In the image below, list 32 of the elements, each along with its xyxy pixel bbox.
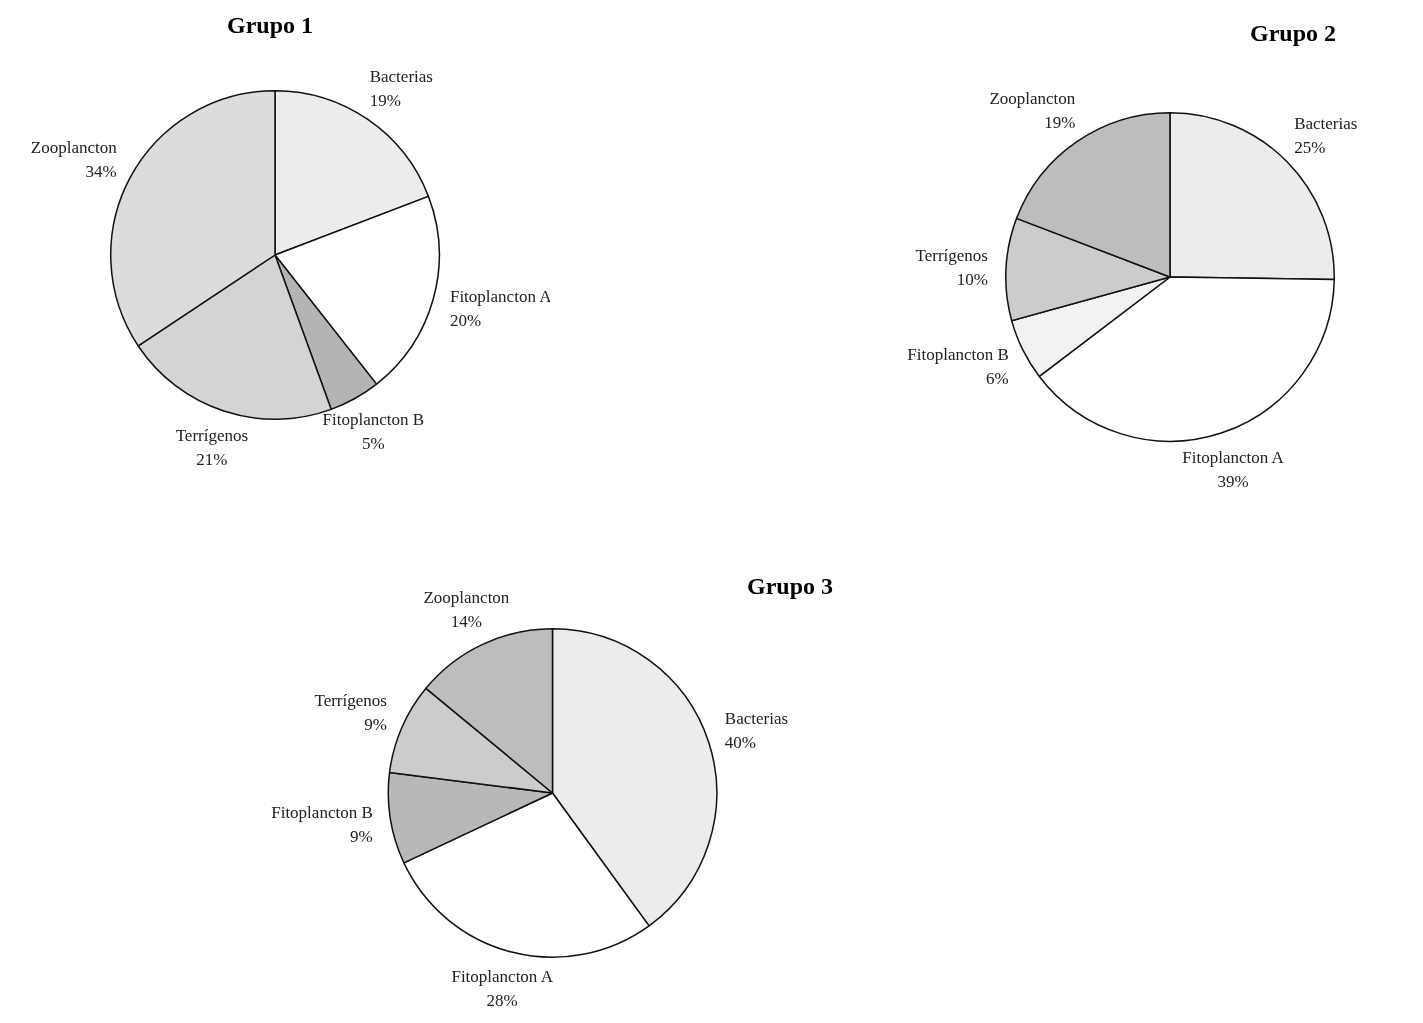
slice-label: Zooplancton bbox=[423, 588, 510, 608]
slice-label: Terrígenos bbox=[175, 425, 249, 445]
data-label: 40% bbox=[724, 732, 757, 752]
data-label: 9% bbox=[364, 715, 387, 735]
slice-label: Bacterias bbox=[369, 66, 433, 86]
data-label: 19% bbox=[1044, 112, 1076, 132]
slice-label: Fitoplancton B bbox=[907, 345, 1009, 365]
data-label: 19% bbox=[369, 90, 401, 110]
chart-title: Grupo 2 bbox=[1249, 20, 1337, 47]
data-label: 20% bbox=[449, 311, 482, 331]
data-label: 14% bbox=[450, 612, 482, 632]
slice-label: Zooplancton bbox=[30, 137, 118, 157]
slice-label: Fitoplancton B bbox=[322, 410, 425, 430]
slice-label: Terrígenos bbox=[314, 691, 387, 711]
slice-label: Fitoplancton A bbox=[451, 967, 554, 987]
slice-label: Bacterias bbox=[724, 708, 789, 728]
data-label: 10% bbox=[956, 269, 988, 289]
data-label: 6% bbox=[986, 369, 1009, 389]
slice-label: Terrígenos bbox=[915, 245, 988, 265]
data-label: 34% bbox=[85, 161, 117, 181]
data-label: 28% bbox=[486, 991, 518, 1011]
chart-title: Grupo 1 bbox=[226, 12, 314, 39]
slice-label: Fitoplancton B bbox=[271, 803, 373, 823]
data-label: 21% bbox=[196, 449, 228, 469]
chart-title: Grupo 3 bbox=[746, 573, 834, 600]
slice-label: Fitoplancton A bbox=[1182, 447, 1285, 467]
slice-label: Bacterias bbox=[1294, 113, 1358, 133]
data-label: 9% bbox=[350, 827, 373, 847]
data-label: 39% bbox=[1217, 471, 1249, 491]
slice-label: Zooplancton bbox=[989, 88, 1076, 108]
data-label: 5% bbox=[362, 434, 385, 454]
data-label: 25% bbox=[1294, 137, 1326, 157]
